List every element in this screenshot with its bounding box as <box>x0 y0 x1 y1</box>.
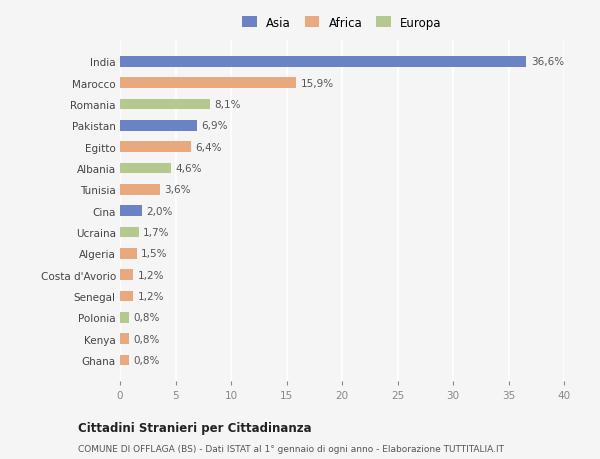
Text: 1,7%: 1,7% <box>143 228 170 237</box>
Bar <box>120 227 139 238</box>
Bar <box>120 206 142 217</box>
Text: 3,6%: 3,6% <box>164 185 191 195</box>
Bar <box>120 248 137 259</box>
Text: Cittadini Stranieri per Cittadinanza: Cittadini Stranieri per Cittadinanza <box>78 421 311 434</box>
Text: 15,9%: 15,9% <box>301 78 334 88</box>
Bar <box>120 185 160 195</box>
Bar <box>120 99 210 110</box>
Text: 2,0%: 2,0% <box>146 206 173 216</box>
Bar <box>120 121 197 131</box>
Text: 0,8%: 0,8% <box>133 334 160 344</box>
Text: 0,8%: 0,8% <box>133 355 160 365</box>
Text: 8,1%: 8,1% <box>214 100 241 110</box>
Bar <box>120 78 296 89</box>
Text: 1,5%: 1,5% <box>141 249 167 259</box>
Text: 1,2%: 1,2% <box>138 291 164 301</box>
Text: 4,6%: 4,6% <box>176 163 202 174</box>
Text: COMUNE DI OFFLAGA (BS) - Dati ISTAT al 1° gennaio di ogni anno - Elaborazione TU: COMUNE DI OFFLAGA (BS) - Dati ISTAT al 1… <box>78 444 504 453</box>
Bar <box>120 270 133 280</box>
Bar <box>120 355 129 365</box>
Text: 6,9%: 6,9% <box>201 121 227 131</box>
Text: 1,2%: 1,2% <box>138 270 164 280</box>
Bar <box>120 163 171 174</box>
Bar <box>120 57 526 67</box>
Bar <box>120 334 129 344</box>
Text: 36,6%: 36,6% <box>531 57 564 67</box>
Text: 0,8%: 0,8% <box>133 313 160 323</box>
Bar <box>120 142 191 152</box>
Bar <box>120 291 133 302</box>
Legend: Asia, Africa, Europa: Asia, Africa, Europa <box>239 13 445 33</box>
Text: 6,4%: 6,4% <box>196 142 222 152</box>
Bar <box>120 312 129 323</box>
